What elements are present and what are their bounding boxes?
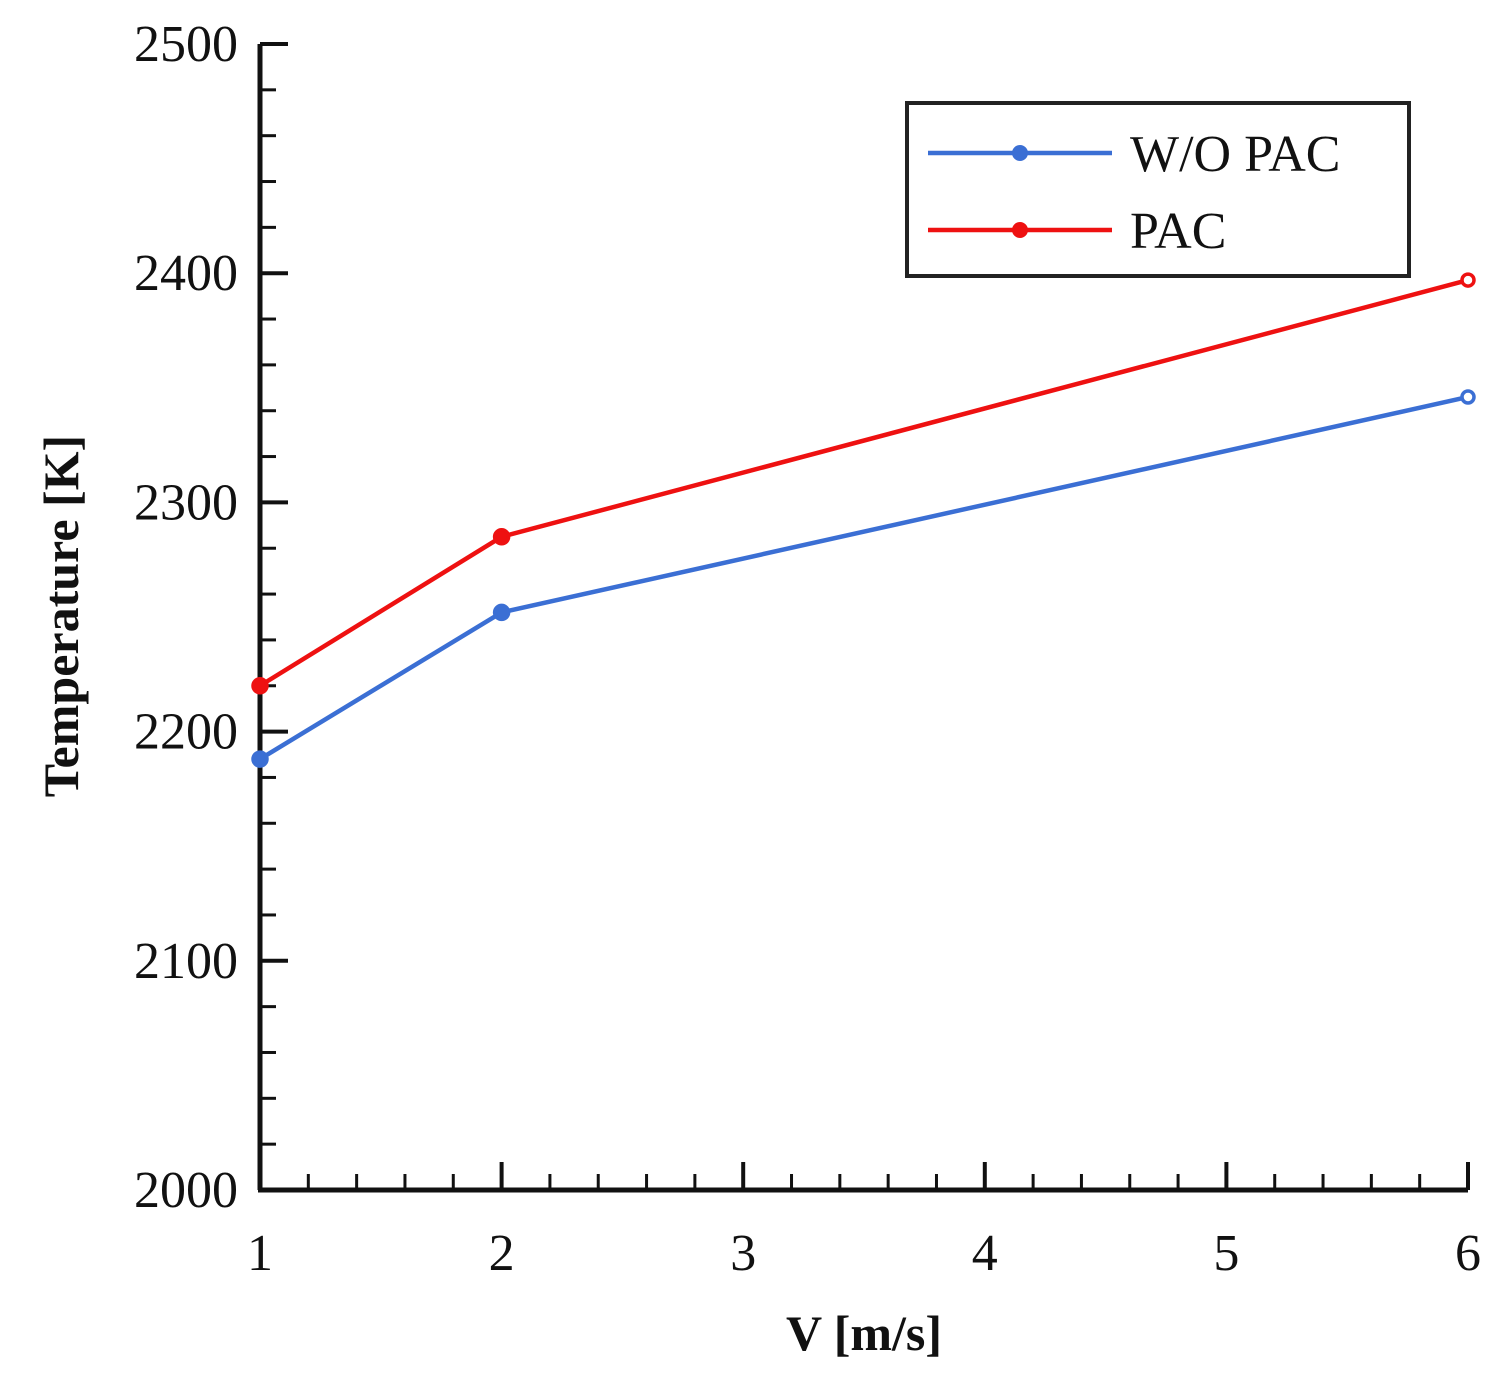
x-tick-label: 3 xyxy=(730,1225,756,1282)
data-point xyxy=(251,750,269,768)
x-tick-label: 1 xyxy=(247,1225,273,1282)
y-tick-label: 2000 xyxy=(134,1162,238,1219)
y-tick-label: 2200 xyxy=(134,704,238,761)
legend: W/O PAC PAC xyxy=(905,101,1411,278)
data-point xyxy=(492,528,511,546)
data-point xyxy=(1460,389,1476,405)
x-tick-label: 4 xyxy=(972,1225,998,1282)
y-tick-label: 2300 xyxy=(134,474,238,531)
legend-marker xyxy=(1012,145,1028,161)
series-1 xyxy=(251,389,1476,768)
y-axis-title: Temperature [K] xyxy=(33,435,89,797)
y-tick-label: 2100 xyxy=(134,933,238,990)
legend-label: PAC xyxy=(1130,203,1226,260)
y-tick-label: 2400 xyxy=(134,245,238,302)
x-axis-title: V [m/s] xyxy=(786,1305,942,1361)
y-tick-label: 2500 xyxy=(134,16,238,73)
data-point xyxy=(492,603,511,622)
legend-box xyxy=(905,101,1411,278)
series-2 xyxy=(251,272,1476,695)
legend-marker xyxy=(1012,222,1028,238)
series-line xyxy=(258,277,1469,688)
legend-label: W/O PAC xyxy=(1130,126,1340,183)
x-tick-label: 5 xyxy=(1213,1225,1239,1282)
series-line xyxy=(258,394,1469,762)
x-tick-label: 6 xyxy=(1455,1225,1481,1282)
axes: 2000 2100 2200 2300 2400 2500 1 2 3 4 5 6 xyxy=(134,16,1481,1282)
data-point xyxy=(1460,272,1476,288)
series-layer xyxy=(251,272,1476,768)
x-tick-label: 2 xyxy=(489,1225,515,1282)
data-point xyxy=(251,677,269,695)
